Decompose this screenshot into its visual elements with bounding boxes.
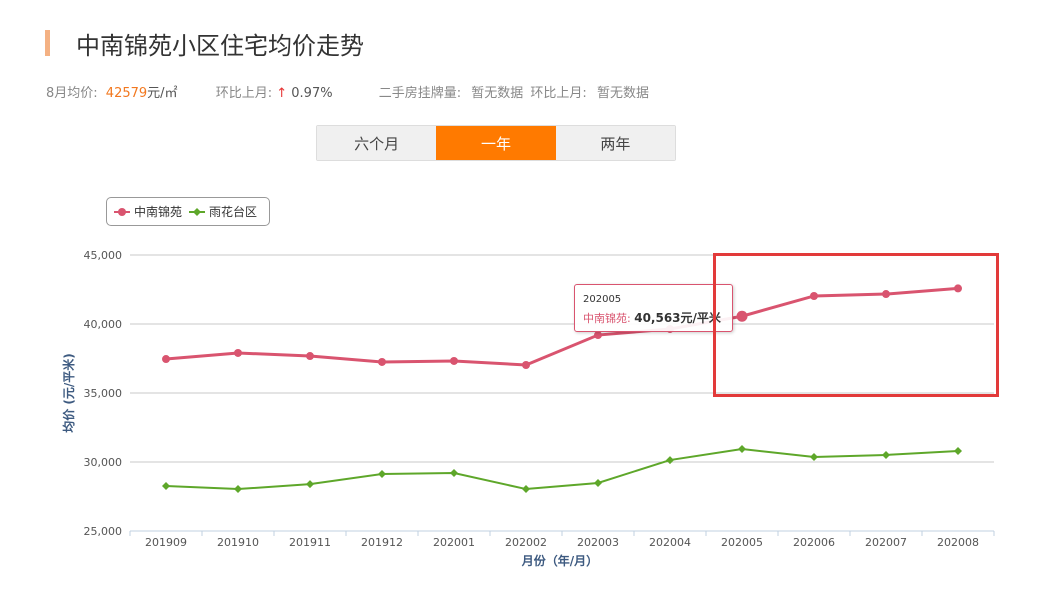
x-tick-label: 201911 [289, 536, 331, 549]
y-tick-label: 35,000 [84, 387, 123, 400]
data-point [162, 482, 170, 491]
mom-label: 环比上月: [215, 86, 273, 101]
data-point [666, 456, 674, 465]
title-accent-bar [45, 30, 50, 56]
y-tick-label: 25,000 [84, 525, 123, 538]
x-tick-label: 201912 [361, 536, 403, 549]
stats-row: 8月均价: 42579元/㎡ 环比上月: ↑ 0.97% 二手房挂牌量: 暂无数… [46, 82, 649, 101]
data-point [522, 485, 530, 494]
data-point [810, 453, 818, 462]
highlight-box [713, 253, 999, 397]
mom-value: 0.97% [291, 86, 333, 101]
x-tick-label: 202001 [433, 536, 475, 549]
y-axis-title: 均价 (元/平米) [61, 353, 76, 433]
arrow-up-icon: ↑ [276, 86, 288, 101]
x-tick-label: 201909 [145, 536, 187, 549]
x-tick-label: 202006 [793, 536, 835, 549]
x-tick-label: 202007 [865, 536, 907, 549]
data-point [594, 478, 602, 487]
x-tick-label: 202004 [649, 536, 691, 549]
tab-six-months[interactable]: 六个月 [317, 126, 437, 160]
listing-value: 暂无数据 [471, 86, 524, 101]
listing-label: 二手房挂牌量: [378, 86, 462, 101]
y-tick-label: 45,000 [84, 249, 123, 262]
tooltip-value: 40,563元/平米 [634, 311, 721, 325]
tooltip: 202005 中南锦苑: 40,563元/平米 [574, 284, 733, 332]
data-point [882, 450, 890, 459]
data-point [378, 357, 386, 366]
x-tick-label: 201910 [217, 536, 259, 549]
data-point [306, 480, 314, 489]
data-point [810, 291, 818, 300]
data-point [378, 470, 386, 479]
data-point [522, 360, 530, 369]
tab-one-year[interactable]: 一年 [436, 126, 556, 160]
x-tick-label: 202008 [937, 536, 979, 549]
y-tick-label: 30,000 [84, 456, 123, 469]
data-point [954, 284, 962, 293]
x-tick-label: 202002 [505, 536, 547, 549]
data-point [234, 348, 242, 357]
data-point [162, 355, 170, 364]
circle-marker-icon [114, 207, 130, 216]
data-point [306, 352, 314, 361]
series-line-1 [165, 286, 959, 367]
period-tabs: 六个月 一年 两年 [316, 125, 676, 161]
avg-price-unit: 元/㎡ [147, 86, 178, 101]
data-point [450, 469, 458, 478]
legend-label: 中南锦苑 [134, 205, 183, 219]
tooltip-date: 202005 [583, 294, 622, 305]
x-tick-label: 202003 [577, 536, 619, 549]
data-point [450, 356, 458, 365]
data-point [736, 310, 748, 322]
series-line-2 [165, 448, 959, 491]
avg-price-label: 8月均价: [46, 86, 98, 101]
data-point [594, 331, 602, 340]
listing-mom-value: 暂无数据 [596, 86, 649, 101]
legend-label: 雨花台区 [209, 205, 258, 219]
data-point [738, 445, 746, 454]
tooltip-series: 中南锦苑: [583, 312, 631, 325]
x-tick-label: 202005 [721, 536, 763, 549]
y-tick-label: 40,000 [84, 318, 123, 331]
legend-item-zhongnan[interactable]: 中南锦苑 [114, 203, 182, 220]
data-point [882, 290, 890, 299]
x-axis-title: 月份（年/月） [521, 553, 598, 568]
chart-legend: 中南锦苑 雨花台区 [106, 197, 270, 226]
avg-price-value: 42579 [105, 86, 148, 101]
tab-two-years[interactable]: 两年 [555, 126, 675, 160]
diamond-marker-icon [189, 207, 206, 216]
data-point [954, 446, 962, 455]
data-point [234, 485, 242, 494]
page-title: 中南锦苑小区住宅均价走势 [76, 32, 364, 60]
legend-item-yuhuatai[interactable]: 雨花台区 [189, 203, 257, 220]
listing-mom-label: 环比上月: [530, 86, 587, 101]
